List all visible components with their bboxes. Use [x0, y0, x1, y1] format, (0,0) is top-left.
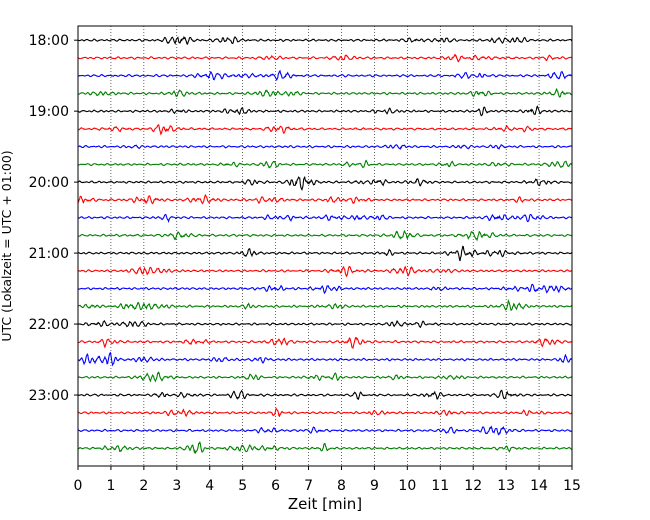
trace-2	[77, 69, 573, 82]
trace-23	[77, 440, 573, 455]
x-tick-label-11: 11	[431, 478, 449, 494]
trace-10	[77, 213, 573, 223]
trace-13	[77, 265, 573, 278]
y-tick-label-2: 20:00	[29, 175, 69, 191]
trace-6	[77, 144, 573, 150]
x-axis-label: Zeit [min]	[288, 495, 362, 513]
y-tick-label-1: 19:00	[29, 104, 69, 120]
trace-19	[77, 370, 573, 383]
x-tick-label-4: 4	[205, 478, 214, 494]
x-tick-label-2: 2	[139, 478, 148, 494]
trace-18	[77, 351, 573, 367]
x-tick-label-13: 13	[497, 478, 515, 494]
grid-lines	[110, 26, 540, 466]
trace-15	[77, 299, 573, 312]
y-tick-label-3: 21:00	[29, 246, 69, 262]
x-tick-label-6: 6	[271, 478, 280, 494]
trace-21	[77, 407, 573, 418]
y-tick-label-0: 18:00	[29, 33, 69, 49]
x-tick-label-7: 7	[304, 478, 313, 494]
x-tick-label-1: 1	[106, 478, 115, 494]
trace-22	[77, 425, 573, 436]
trace-8	[77, 175, 573, 191]
trace-3	[77, 87, 573, 98]
x-tick-label-0: 0	[74, 478, 83, 494]
trace-17	[77, 336, 573, 350]
y-tick-label-5: 23:00	[29, 388, 69, 404]
x-tick-label-10: 10	[398, 478, 416, 494]
x-tick-label-9: 9	[370, 478, 379, 494]
x-tick-label-15: 15	[563, 478, 581, 494]
x-tick-label-5: 5	[238, 478, 247, 494]
x-ticks: 0 1 2 3 4 5 6 7 8 9 10 11 12 13 14 15	[74, 466, 581, 494]
trace-1	[77, 53, 573, 63]
trace-14	[77, 283, 573, 295]
x-tick-label-12: 12	[464, 478, 482, 494]
traces	[77, 35, 573, 455]
trace-0	[77, 35, 573, 46]
trace-5	[77, 124, 573, 136]
trace-12	[77, 245, 573, 262]
y-tick-label-4: 22:00	[29, 317, 69, 333]
trace-9	[77, 193, 573, 205]
trace-16	[77, 319, 573, 329]
trace-20	[77, 389, 573, 401]
x-tick-label-3: 3	[172, 478, 181, 494]
trace-11	[77, 229, 573, 242]
x-tick-label-8: 8	[337, 478, 346, 494]
x-tick-label-14: 14	[530, 478, 548, 494]
trace-4	[77, 105, 573, 117]
trace-7	[77, 159, 573, 169]
y-ticks: 18:00 19:00 20:00 21:00 22:00 23:00	[29, 33, 78, 404]
y-axis-label: UTC (Lokalzeit = UTC + 01:00)	[0, 150, 14, 341]
plot-frame	[77, 25, 573, 467]
